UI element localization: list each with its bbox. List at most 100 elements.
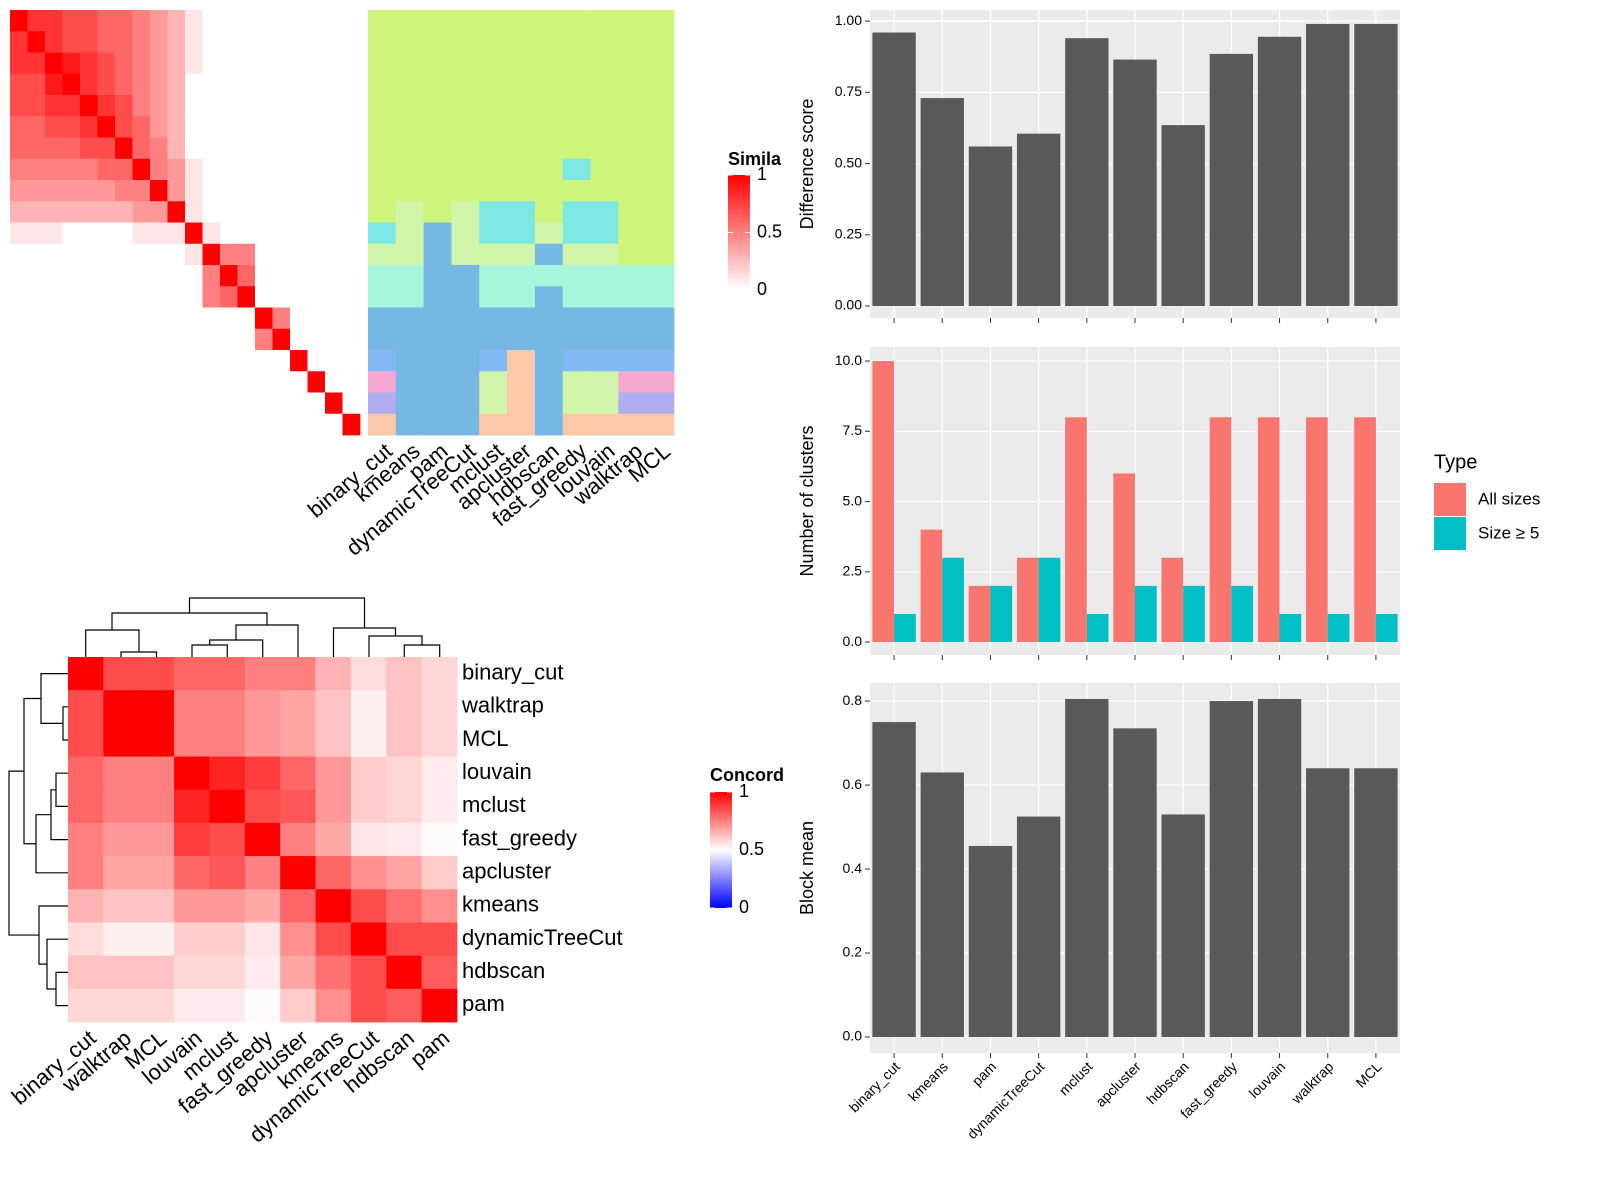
heatmap-cell — [150, 392, 168, 415]
heatmap-cell — [167, 243, 186, 266]
heatmap-cell — [255, 307, 273, 330]
heatmap-cell — [307, 180, 326, 202]
cluster-tile — [395, 201, 425, 223]
heatmap-cell — [272, 180, 291, 202]
left-dendrogram — [8, 673, 68, 1007]
heatmap-cell — [68, 822, 104, 857]
heatmap-cell — [62, 10, 81, 32]
cluster-tile — [368, 52, 397, 75]
heatmap-cell — [325, 265, 343, 287]
heatmap-cell — [103, 856, 140, 890]
heatmap-cell — [209, 889, 246, 923]
cluster-tile — [562, 222, 591, 245]
heatmap-cell — [62, 392, 81, 415]
heatmap-cell — [97, 10, 116, 32]
heatmap-cell — [307, 243, 326, 266]
bar — [942, 557, 964, 643]
cluster-tile — [646, 52, 675, 75]
heatmap-cell — [10, 180, 28, 202]
y-axis-title: Block mean — [797, 821, 817, 915]
heatmap-cell — [325, 10, 343, 32]
cluster-tile — [423, 265, 452, 287]
cluster-tile — [368, 243, 397, 266]
heatmap-cell — [342, 180, 361, 202]
heatmap-cell — [237, 243, 256, 266]
cluster-tile — [562, 413, 591, 436]
y-axis-title: Number of clusters — [797, 425, 817, 576]
heatmap-cell — [202, 413, 221, 436]
heatmap-cell — [167, 180, 186, 202]
heatmap-cell — [10, 307, 28, 330]
heatmap-cell — [80, 350, 98, 372]
cluster-tile — [395, 286, 425, 308]
cluster-tile — [618, 371, 647, 393]
heatmap-cell — [115, 116, 133, 138]
cluster-tile — [618, 350, 647, 372]
heatmap-cell — [45, 180, 63, 202]
cluster-tile — [423, 180, 452, 202]
heatmap-cell — [132, 222, 151, 245]
row-label: fast_greedy — [462, 825, 577, 850]
heatmap-cell — [325, 243, 343, 266]
heatmap-cell — [307, 222, 326, 245]
cluster-tile — [451, 328, 480, 351]
cluster-tile — [507, 201, 536, 223]
heatmap-cell — [350, 789, 387, 824]
heatmap-cell — [68, 789, 104, 824]
heatmap-cell — [45, 413, 63, 436]
heatmap-cell — [255, 413, 273, 436]
bar — [1113, 728, 1157, 1038]
bar — [1354, 417, 1376, 643]
cluster-tile — [395, 265, 425, 287]
heatmap-cell — [350, 889, 387, 923]
cluster-tile — [479, 137, 508, 160]
heatmap-cell — [342, 10, 361, 32]
heatmap-cell — [185, 286, 203, 308]
cluster-tile — [590, 328, 619, 351]
heatmap-cell — [62, 350, 81, 372]
heatmap-cell — [237, 95, 256, 117]
cluster-tile — [562, 201, 591, 223]
heatmap-cell — [45, 243, 63, 266]
heatmap-cell — [325, 307, 343, 330]
cluster-tile — [451, 95, 480, 117]
x-tick-label: binary_cut — [846, 1058, 903, 1115]
heatmap-cell — [307, 371, 326, 393]
cluster-tile — [590, 392, 619, 415]
cluster-tile — [562, 31, 591, 53]
x-tick-label: walktrap — [1288, 1058, 1337, 1107]
heatmap-cell — [27, 243, 46, 266]
heatmap-cell — [315, 988, 352, 1023]
cluster-tile — [368, 413, 397, 436]
heatmap-cell — [10, 222, 28, 245]
heatmap-cell — [10, 158, 28, 181]
heatmap-cell — [103, 723, 140, 757]
heatmap-cell — [10, 201, 28, 223]
heatmap-cell — [290, 371, 308, 393]
cluster-tile — [534, 180, 564, 202]
heatmap-cell — [202, 243, 221, 266]
heatmap-cell — [150, 95, 168, 117]
cluster-tile — [368, 137, 397, 160]
bar — [894, 613, 916, 643]
cluster-tile — [368, 158, 397, 181]
cluster-tile — [646, 137, 675, 160]
heatmap-cell — [290, 158, 308, 181]
heatmap-cell — [244, 922, 281, 957]
y-tick-label: 0.8 — [843, 692, 863, 708]
heatmap-cell — [209, 789, 246, 824]
cluster-tile — [507, 371, 536, 393]
heatmap-cell — [80, 95, 98, 117]
cluster-tile — [395, 180, 425, 202]
heatmap-cell — [237, 116, 256, 138]
heatmap-cell — [167, 52, 186, 75]
heatmap-cell — [80, 265, 98, 287]
heatmap-cell — [350, 856, 387, 890]
heatmap-cell — [325, 350, 343, 372]
cluster-tile — [423, 286, 452, 308]
heatmap-cell — [185, 371, 203, 393]
cluster-tile — [646, 328, 675, 351]
cluster-tile — [451, 265, 480, 287]
bar — [1306, 768, 1350, 1038]
heatmap-cell — [244, 856, 281, 890]
